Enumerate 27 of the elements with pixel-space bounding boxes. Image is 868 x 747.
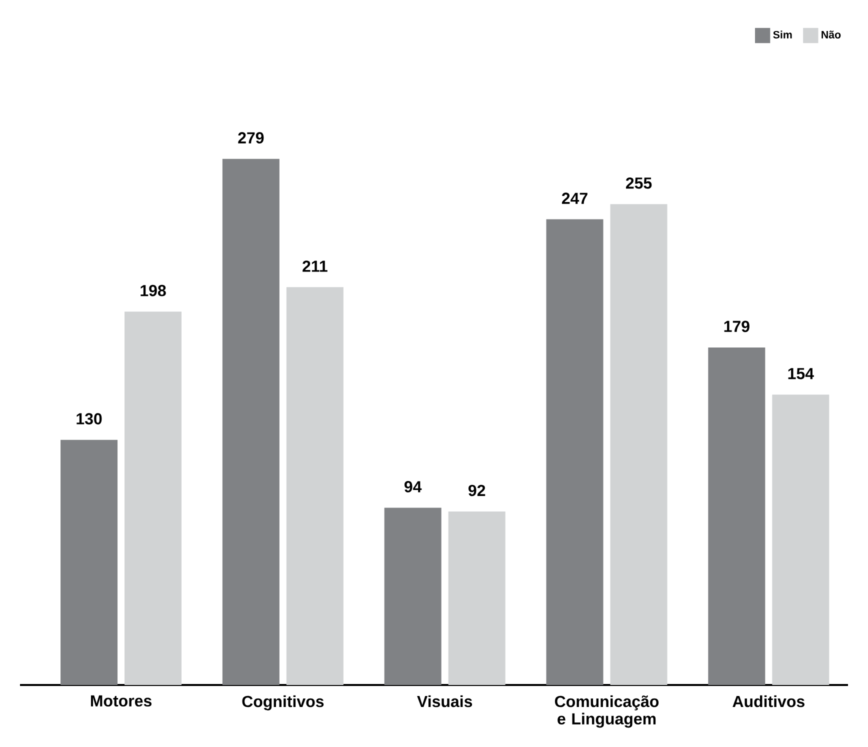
legend-label: Sim (773, 30, 792, 38)
x-tick-label: Visuais (417, 695, 472, 708)
data-label: 92 (468, 484, 486, 496)
data-label: 130 (76, 413, 102, 424)
bar (286, 287, 344, 686)
x-tick-label: Auditivos (732, 695, 804, 708)
data-label: 247 (562, 192, 588, 204)
bar (384, 508, 442, 686)
x-tick-label: Cognitivos (242, 695, 324, 710)
data-label: 154 (788, 368, 814, 380)
data-label: 255 (626, 177, 652, 189)
data-label: 279 (238, 132, 264, 144)
bar (546, 219, 604, 686)
bar (222, 158, 280, 686)
data-label: 179 (724, 320, 750, 332)
bar (708, 347, 766, 686)
bar (448, 512, 506, 686)
x-tick-label: Comunicação e Linguagem (554, 695, 659, 728)
data-label: 94 (404, 481, 422, 492)
bar (124, 312, 182, 686)
legend-label: Não (822, 30, 841, 38)
x-tick-label: Motores (90, 695, 152, 707)
bar (60, 440, 118, 686)
bar (772, 394, 830, 686)
data-label: 198 (140, 284, 166, 296)
bar (610, 204, 668, 686)
data-label: 211 (302, 260, 328, 272)
